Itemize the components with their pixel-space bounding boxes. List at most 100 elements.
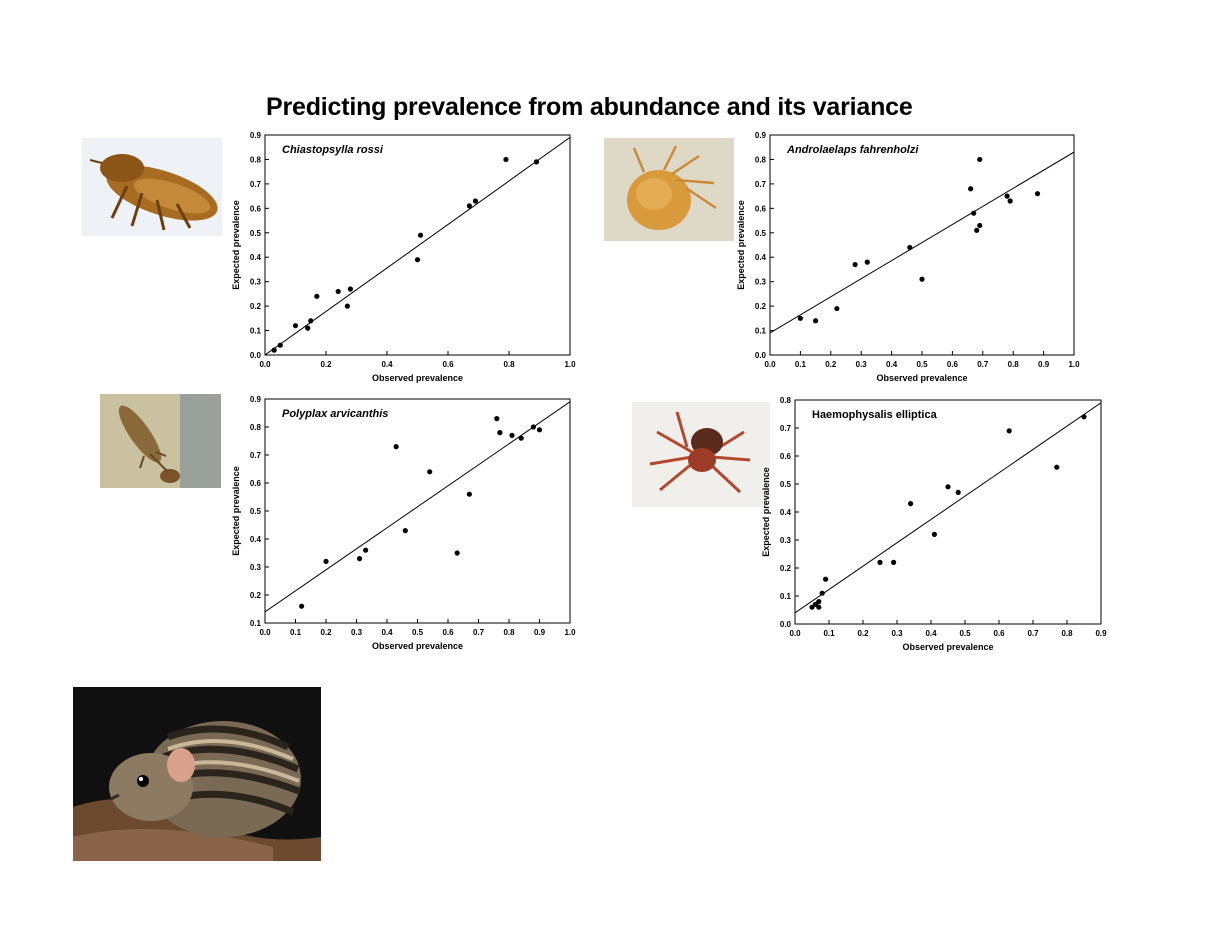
data-point: [314, 293, 320, 299]
y-tick-label: 0.0: [250, 351, 262, 360]
data-point: [299, 603, 305, 609]
data-point: [271, 347, 277, 353]
y-tick-label: 0.2: [780, 564, 792, 573]
y-tick-label: 0.5: [250, 229, 262, 238]
data-point: [877, 559, 883, 565]
y-tick-label: 0.9: [755, 131, 767, 140]
data-point: [305, 325, 311, 331]
data-point: [823, 576, 829, 582]
flea-image: [82, 138, 222, 236]
chart-chiastopsylla-rossi: 0.0 0.2 0.4 0.6 0.8 1.0 0.0 0.1 0.2 0.3 0.4 0.5 0.6 0…: [231, 131, 576, 383]
striped-mouse-image: [73, 687, 321, 861]
y-tick-label: 0.4: [250, 253, 262, 262]
x-tick-label: 0.8: [1008, 360, 1020, 369]
data-point: [955, 489, 961, 495]
data-point: [1004, 193, 1010, 199]
data-point: [816, 604, 822, 610]
x-tick-label: 0.6: [947, 360, 959, 369]
y-tick-label: 0.7: [250, 180, 262, 189]
x-tick-label: 0.0: [259, 360, 271, 369]
x-tick-label: 0.5: [412, 628, 424, 637]
data-point: [816, 599, 822, 605]
data-point: [427, 469, 433, 475]
data-point: [518, 435, 524, 441]
tick-image: [632, 402, 770, 507]
x-tick-label: 0.5: [916, 360, 928, 369]
data-point: [497, 430, 503, 436]
y-tick-label: 0.5: [755, 229, 767, 238]
data-point: [834, 305, 840, 312]
data-point: [1034, 191, 1041, 197]
louse-image: [100, 394, 221, 488]
data-point: [347, 286, 353, 292]
x-tick-label: 0.4: [381, 360, 393, 369]
data-point: [977, 222, 983, 229]
x-tick-label: 0.2: [320, 628, 332, 637]
data-point: [503, 156, 509, 163]
x-tick-label: 0.4: [925, 629, 937, 638]
x-tick-label: 0.7: [1027, 629, 1039, 638]
y-axis-label: Expected prevalence: [231, 200, 241, 290]
chart-polyplax-arvicanthis: 0.0 0.1 0.2 0.3 0.4 0.5 0.6 0.7 0.8 0.9 1.00.10.20…: [231, 395, 576, 651]
data-point: [968, 186, 974, 192]
x-tick-label: 0.0: [259, 628, 271, 637]
data-point: [797, 315, 803, 321]
x-tick-label: 0.1: [290, 628, 302, 637]
chart-title: Haemophysalis elliptica: [812, 409, 938, 421]
y-tick-label: 0.3: [755, 278, 767, 287]
x-tick-label: 0.6: [442, 628, 454, 637]
plot-frame: [264, 398, 571, 624]
x-tick-label: 0.8: [1061, 629, 1073, 638]
data-point: [931, 531, 937, 537]
data-point: [356, 556, 363, 562]
tick-photo: [632, 402, 770, 507]
y-tick-label: 0.9: [250, 395, 262, 404]
x-tick-label: 0.3: [351, 628, 363, 637]
data-point: [344, 303, 350, 309]
data-point: [819, 590, 825, 596]
data-point: [466, 203, 472, 209]
y-tick-label: 0.2: [755, 302, 767, 311]
chart-androlaelaps-fahrenholzi: 0.0 0.1 0.2 0.3 0.4 0.5 0.6 0.7 0.8 0.9 1.0 0.0 0.1 0…: [736, 131, 1080, 383]
data-point: [864, 259, 870, 265]
fit-line: [265, 401, 570, 613]
x-tick-label: 0.4: [886, 360, 898, 369]
data-point: [852, 261, 858, 268]
data-point: [891, 559, 897, 565]
y-tick-label: 0.0: [780, 620, 792, 629]
y-tick-label: 0.6: [755, 204, 767, 213]
data-point: [509, 432, 515, 438]
x-tick-label: 0.9: [534, 628, 546, 637]
data-point: [907, 244, 913, 251]
y-tick-label: 0.5: [780, 480, 792, 489]
data-point: [1081, 414, 1087, 420]
x-axis-label: Observed prevalence: [902, 642, 993, 652]
data-point: [945, 484, 951, 490]
y-tick-label: 0.6: [250, 204, 262, 213]
y-tick-label: 0.3: [780, 536, 792, 545]
x-tick-label: 1.0: [1068, 360, 1080, 369]
y-tick-label: 0.6: [250, 479, 262, 488]
y-tick-label: 0.8: [755, 155, 767, 164]
data-point: [1006, 428, 1012, 434]
chart-title: Androlaelaps fahrenholzi: [786, 144, 919, 156]
y-tick-label: 0.3: [250, 278, 262, 287]
data-point: [908, 501, 914, 507]
x-tick-label: 0.9: [1038, 360, 1050, 369]
y-tick-label: 0.8: [780, 396, 792, 405]
y-tick-label: 0.1: [755, 327, 767, 336]
data-point: [974, 227, 980, 233]
data-point: [919, 276, 925, 282]
data-point: [530, 424, 536, 430]
x-tick-label: 1.0: [564, 628, 576, 637]
data-point: [363, 547, 369, 553]
data-point: [335, 288, 341, 295]
data-point: [414, 257, 421, 263]
fit-line: [770, 151, 1074, 334]
plot-frame: [794, 399, 1102, 625]
y-axis-label: Expected prevalence: [231, 466, 241, 556]
x-axis-label: Observed prevalence: [876, 373, 967, 383]
x-tick-label: 0.3: [856, 360, 868, 369]
data-point: [454, 550, 460, 556]
x-axis-label: Observed prevalence: [372, 641, 463, 651]
